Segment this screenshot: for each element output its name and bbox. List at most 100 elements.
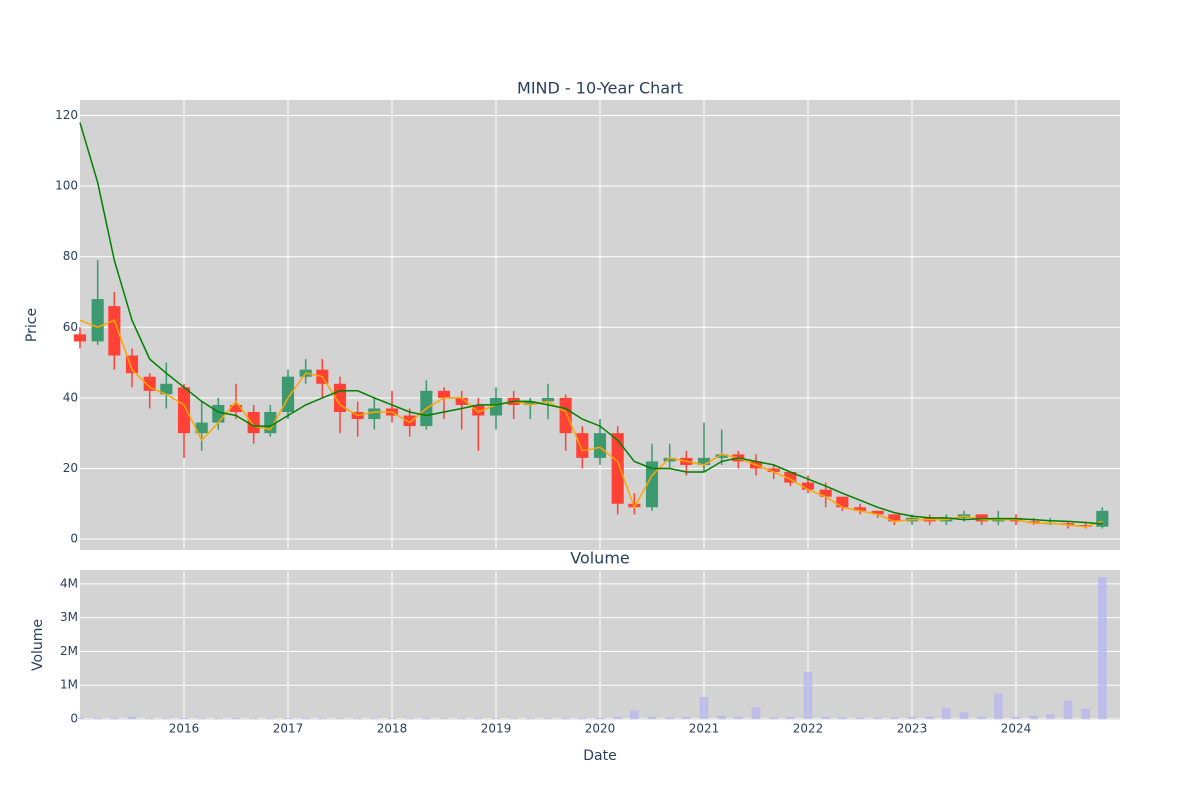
- y-tick-label: 0: [70, 711, 78, 725]
- candle-body: [91, 299, 104, 342]
- volume-bar: [387, 718, 397, 719]
- y-tick-label: 100: [55, 179, 78, 193]
- candle-body: [143, 376, 156, 391]
- candle-body: [177, 387, 191, 434]
- volume-bar: [613, 716, 623, 719]
- y-tick-label: 40: [63, 390, 78, 404]
- volume-bar: [959, 712, 969, 719]
- volume-bar: [75, 717, 85, 719]
- volume-bar: [473, 717, 483, 719]
- y-tick-label: 80: [63, 249, 78, 263]
- y-tick-label: 2M: [60, 644, 78, 658]
- volume-bar: [681, 716, 691, 719]
- volume-bar: [925, 716, 935, 719]
- candle-body: [767, 468, 780, 472]
- candle-body: [489, 397, 503, 416]
- y-tick-label: 20: [63, 461, 78, 475]
- volume-bar: [421, 717, 431, 719]
- candle-body: [264, 412, 277, 434]
- y-tick-label: 0: [70, 532, 78, 546]
- candle-body: [663, 457, 676, 462]
- volume-bar: [301, 717, 311, 719]
- volume-bar: [837, 717, 847, 719]
- volume-bar: [109, 717, 119, 719]
- y-tick-label: 1M: [60, 678, 78, 692]
- candle-body: [247, 412, 260, 434]
- volume-bar: [785, 716, 795, 719]
- y-tick-label: 60: [63, 320, 78, 334]
- volume-bar: [127, 716, 137, 719]
- volume-bar: [1081, 708, 1091, 719]
- volume-bar: [405, 718, 415, 719]
- moving-average-line: [79, 319, 1103, 528]
- volume-bar: [889, 717, 899, 719]
- candle-body: [541, 397, 555, 402]
- candle-body: [853, 507, 867, 511]
- candle-body: [160, 383, 173, 395]
- volume-bar: [993, 693, 1003, 719]
- volume-bar: [283, 717, 293, 719]
- candle-body: [576, 433, 589, 458]
- x-tick-label: 2018: [377, 722, 408, 736]
- volume-bar: [647, 716, 657, 719]
- candle-body: [836, 496, 849, 508]
- volume-bar: [733, 716, 743, 719]
- candle-body: [1079, 524, 1092, 527]
- candle-body: [559, 397, 572, 434]
- volume-bar: [317, 718, 327, 719]
- volume-bar: [179, 717, 189, 719]
- candle-body: [697, 457, 711, 465]
- volume-bar: [197, 718, 207, 719]
- volume-bar: [577, 717, 587, 719]
- candle-body: [472, 404, 485, 416]
- candle-body: [1061, 523, 1075, 525]
- candle-body: [455, 397, 468, 405]
- volume-bar: [213, 718, 223, 719]
- candle-body: [1027, 521, 1040, 524]
- volume-bar: [855, 717, 865, 719]
- candle-body: [195, 422, 208, 434]
- candle-body: [888, 514, 901, 522]
- volume-bar: [1097, 577, 1107, 719]
- x-tick-label: 2022: [793, 722, 824, 736]
- candle-body: [368, 408, 381, 420]
- candle-body: [593, 433, 607, 458]
- candle-body: [73, 334, 87, 342]
- candle-body: [108, 306, 121, 356]
- candle-body: [819, 489, 832, 497]
- y-tick-label: 3M: [60, 610, 78, 624]
- volume-bar: [93, 717, 103, 719]
- volume-bar: [629, 710, 639, 719]
- volume-bar: [595, 717, 605, 719]
- volume-bar: [231, 717, 241, 719]
- y-tick-label: 4M: [60, 576, 78, 590]
- volume-bar: [769, 717, 779, 719]
- candle-body: [801, 482, 815, 490]
- volume-bar: [353, 718, 363, 719]
- x-axis-label: Date: [583, 748, 616, 764]
- volume-bar: [803, 671, 813, 719]
- volume-bar: [369, 718, 379, 719]
- x-tick-label: 2024: [1001, 722, 1032, 736]
- volume-bar: [509, 718, 519, 719]
- candle-body: [229, 404, 243, 412]
- y-axis-label: Volume: [30, 619, 46, 671]
- candle-body: [784, 472, 797, 483]
- volume-bar: [1063, 700, 1073, 719]
- y-axis-label: Price: [24, 308, 40, 342]
- x-tick-label: 2021: [689, 722, 720, 736]
- volume-bar: [265, 718, 275, 719]
- candle-body: [871, 510, 884, 515]
- candle-body: [403, 415, 416, 427]
- x-tick-label: 2016: [169, 722, 200, 736]
- chart-title: MIND - 10-Year Chart: [517, 79, 683, 98]
- x-tick-label: 2019: [481, 722, 512, 736]
- x-tick-label: 2023: [897, 722, 928, 736]
- volume-bar: [717, 715, 727, 719]
- volume-bar: [145, 718, 155, 719]
- x-tick-label: 2017: [273, 722, 304, 736]
- volume-bar: [561, 717, 571, 719]
- candle-body: [212, 404, 225, 423]
- volume-bar: [457, 718, 467, 719]
- candle-body: [437, 390, 451, 398]
